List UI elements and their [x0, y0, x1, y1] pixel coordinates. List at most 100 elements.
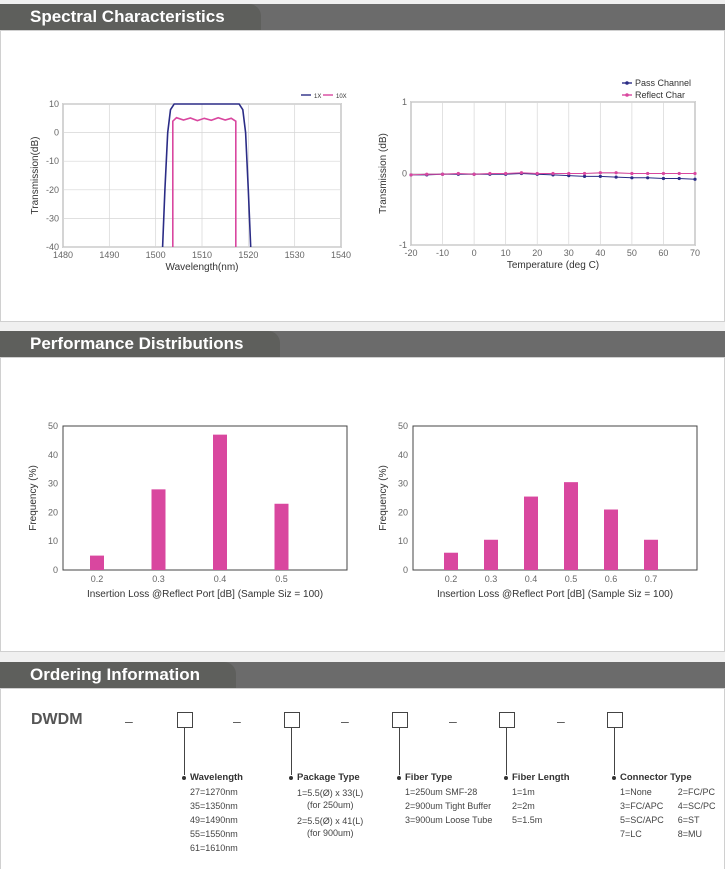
wavelength-chart: 1480 1490 1500 1510 1520 1530 1540 10 0 -10 -20 -30…: [30, 94, 351, 273]
plot-frame: [62, 425, 348, 571]
option-item: 2=FC/PC: [677, 787, 716, 797]
y-tick-label: -30: [46, 213, 59, 223]
separator-dash: –: [125, 713, 133, 729]
y-tick-label: 20: [48, 507, 58, 517]
spectral-panel: 1480 1490 1500 1510 1520 1530 1540 10 0 -10 -20 -30…: [0, 30, 725, 322]
option-item: 55=1550nm: [190, 829, 238, 839]
connector-code-box[interactable]: [607, 712, 623, 728]
option-item: 5=SC/APC: [620, 815, 664, 825]
package-code-box[interactable]: [284, 712, 300, 728]
option-item: 2=900um Tight Buffer: [405, 801, 492, 811]
bullet-icon: [182, 776, 186, 780]
y-tick-label: 50: [48, 421, 58, 431]
x-tick-label: 1520: [238, 250, 258, 260]
x-tick-label: -20: [404, 248, 417, 258]
y-tick-label: 40: [398, 450, 408, 460]
y-tick-label: -40: [46, 242, 59, 252]
data-point: [535, 171, 539, 176]
column-title: Fiber Length: [512, 772, 570, 783]
bar: [444, 552, 458, 570]
fiber-length-code-box[interactable]: [499, 712, 515, 728]
legend-marker: [625, 93, 629, 97]
distribution-chart-left: 0 10 20 30 40 50 0.2 0.3 0.4 0.5 Insertion Loss @R…: [28, 421, 348, 600]
connector-line: [399, 728, 400, 775]
option-item: 1=250um SMF-28: [405, 787, 478, 797]
option-item: 3=FC/APC: [620, 801, 664, 811]
data-point: [630, 171, 634, 176]
x-tick-label: 60: [658, 248, 668, 258]
x-axis-label: Insertion Loss @Reflect Port [dB] (Sampl…: [87, 589, 323, 600]
bar: [604, 509, 618, 570]
spectral-title: Spectral Characteristics: [0, 4, 261, 30]
data-point: [646, 171, 650, 176]
x-tick-label: -10: [436, 248, 449, 258]
x-tick-label: 1500: [146, 250, 166, 260]
bar: [564, 482, 578, 570]
x-tick-label: 30: [564, 248, 574, 258]
y-axis-label: Transmission(dB): [30, 137, 41, 215]
option-item: 5=1.5m: [512, 815, 543, 825]
x-tick-label: 20: [532, 248, 542, 258]
option-note: (for 900um): [307, 828, 354, 838]
bullet-icon: [289, 776, 293, 780]
y-tick-label: 10: [49, 99, 59, 109]
ordering-prefix: DWDM: [31, 711, 83, 728]
data-point: [409, 173, 413, 177]
x-tick-label: 1480: [53, 250, 73, 260]
x-tick-label: 0.5: [565, 574, 578, 584]
data-point: [582, 174, 587, 178]
performance-panel: 0 10 20 30 40 50 0.2 0.3 0.4 0.5 Insertion Loss @R…: [0, 357, 725, 652]
x-tick-label: 0: [472, 248, 477, 258]
x-tick-label: 50: [627, 248, 637, 258]
bar: [524, 496, 538, 570]
x-tick-label: 40: [595, 248, 605, 258]
y-axis-label: Transmission (dB): [378, 133, 389, 214]
legend-label: 10X: [336, 94, 347, 100]
bullet-icon: [612, 776, 616, 780]
y-tick-label: 10: [398, 536, 408, 546]
data-point: [677, 171, 681, 176]
connector-line: [614, 728, 615, 775]
data-point: [425, 172, 429, 176]
separator-dash: –: [557, 713, 565, 729]
data-point: [472, 172, 476, 176]
option-item: 49=1490nm: [190, 815, 238, 825]
x-tick-label: 1540: [331, 250, 351, 260]
bullet-icon: [504, 776, 508, 780]
data-point: [440, 172, 445, 176]
package-options: Package Type 1=5.5(Ø) x 33(L) (for 250um…: [289, 771, 363, 839]
x-tick-label: 0.4: [214, 574, 227, 584]
wavelength-code-box[interactable]: [177, 712, 193, 728]
y-tick-label: 40: [48, 450, 58, 460]
series-line: [172, 116, 237, 247]
column-title: Wavelength: [190, 772, 243, 783]
column-title: Connector Type: [620, 772, 692, 783]
x-tick-label: 0.3: [485, 574, 498, 584]
data-point: [630, 176, 634, 180]
column-title: Fiber Type: [405, 772, 453, 783]
option-item: 2=2m: [512, 801, 535, 811]
fiber-type-code-box[interactable]: [392, 712, 408, 728]
option-item: 3=900um Loose Tube: [405, 815, 493, 825]
spectral-header: Spectral Characteristics: [0, 4, 725, 30]
y-tick-label: 10: [48, 536, 58, 546]
y-tick-label: 0: [53, 565, 58, 575]
separator-dash: –: [341, 713, 349, 729]
y-tick-label: -20: [46, 185, 59, 195]
wavelength-options: Wavelength 27=1270nm 35=1350nm 49=1490nm…: [182, 771, 243, 855]
y-tick-label: 0: [402, 169, 407, 179]
bar: [213, 434, 227, 570]
performance-title: Performance Distributions: [0, 331, 280, 357]
x-axis-label: Wavelength(nm): [166, 262, 239, 273]
data-point: [504, 171, 508, 176]
y-axis-label: Frequency (%): [28, 465, 39, 531]
option-item: 6=ST: [677, 815, 700, 825]
connector-line: [506, 728, 507, 775]
data-point: [661, 176, 666, 181]
y-tick-label: 20: [398, 507, 408, 517]
x-tick-label: 1490: [99, 250, 119, 260]
x-tick-label: 0.3: [152, 574, 165, 584]
x-axis-label: Temperature (deg C): [507, 260, 599, 271]
bar: [151, 489, 166, 570]
